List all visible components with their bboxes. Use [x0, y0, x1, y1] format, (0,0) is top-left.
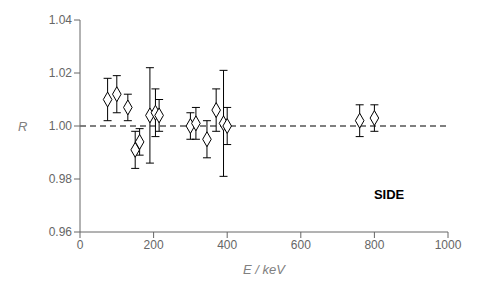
- svg-text:1.04: 1.04: [49, 13, 73, 27]
- svg-text:1.00: 1.00: [49, 119, 73, 133]
- svg-text:200: 200: [144, 238, 164, 252]
- svg-text:E / keV: E / keV: [243, 262, 286, 277]
- svg-text:R: R: [18, 119, 27, 134]
- svg-text:SIDE: SIDE: [374, 187, 405, 202]
- svg-text:0: 0: [77, 238, 84, 252]
- svg-text:600: 600: [291, 238, 311, 252]
- svg-text:1.02: 1.02: [49, 66, 73, 80]
- svg-text:400: 400: [217, 238, 237, 252]
- svg-text:0.98: 0.98: [49, 172, 73, 186]
- svg-text:800: 800: [364, 238, 384, 252]
- svg-text:1000: 1000: [435, 238, 462, 252]
- svg-text:0.96: 0.96: [49, 225, 73, 239]
